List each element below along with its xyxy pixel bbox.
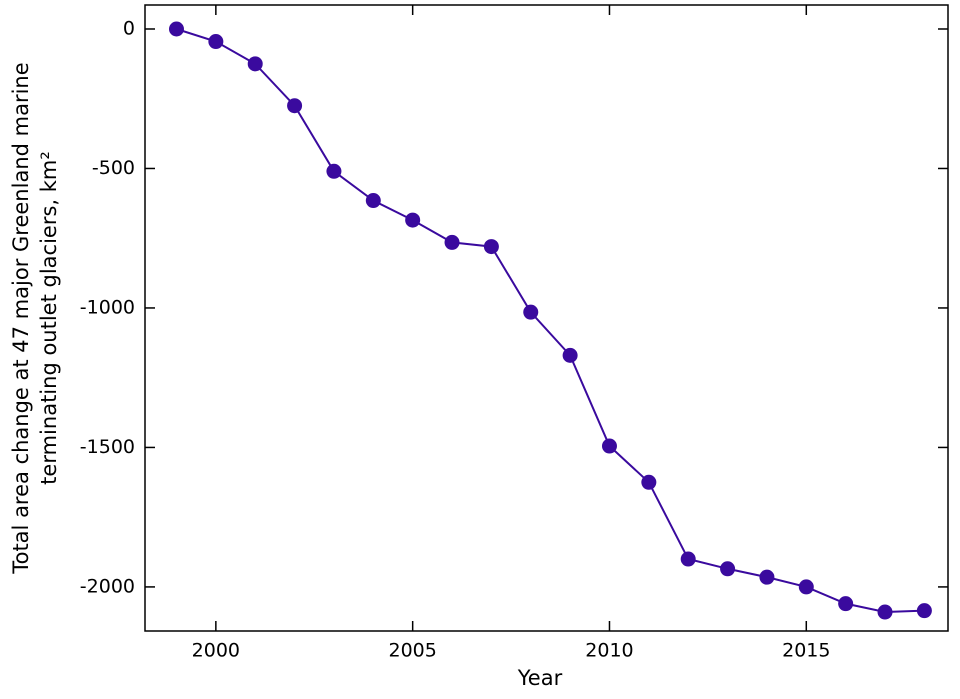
y-tick-label: -2000: [80, 575, 135, 597]
data-point: [838, 596, 854, 612]
data-point: [601, 438, 617, 454]
data-point: [483, 239, 499, 255]
y-axis-label: Total area change at 47 major Greenland …: [9, 62, 33, 574]
y-tick-label: -1500: [80, 436, 135, 458]
y-tick-label: -500: [92, 157, 135, 179]
data-point: [523, 304, 539, 320]
y-tick-label: 0: [123, 17, 135, 39]
x-axis-label: Year: [517, 666, 563, 690]
data-point: [877, 604, 893, 620]
data-point: [798, 579, 814, 595]
y-tick-label: -1000: [80, 296, 135, 318]
data-line: [176, 28, 925, 614]
data-point: [916, 603, 932, 619]
x-tick-label: 2000: [192, 640, 240, 662]
y-axis-label: terminating outlet glaciers, km²: [37, 151, 61, 485]
x-tick-label: 2005: [388, 640, 436, 662]
plot-frame: [144, 4, 949, 632]
data-point: [680, 551, 696, 567]
data-point: [287, 98, 303, 114]
x-tick-label: 2015: [782, 640, 830, 662]
data-point: [444, 234, 460, 250]
data-point: [405, 212, 421, 228]
data-point: [168, 21, 184, 37]
data-point: [326, 163, 342, 179]
data-point: [562, 347, 578, 363]
data-point: [720, 561, 736, 577]
data-point: [208, 34, 224, 50]
x-tick-label: 2010: [585, 640, 633, 662]
data-point: [247, 56, 263, 72]
data-point: [641, 474, 657, 490]
data-point: [759, 569, 775, 585]
data-point: [365, 193, 381, 209]
